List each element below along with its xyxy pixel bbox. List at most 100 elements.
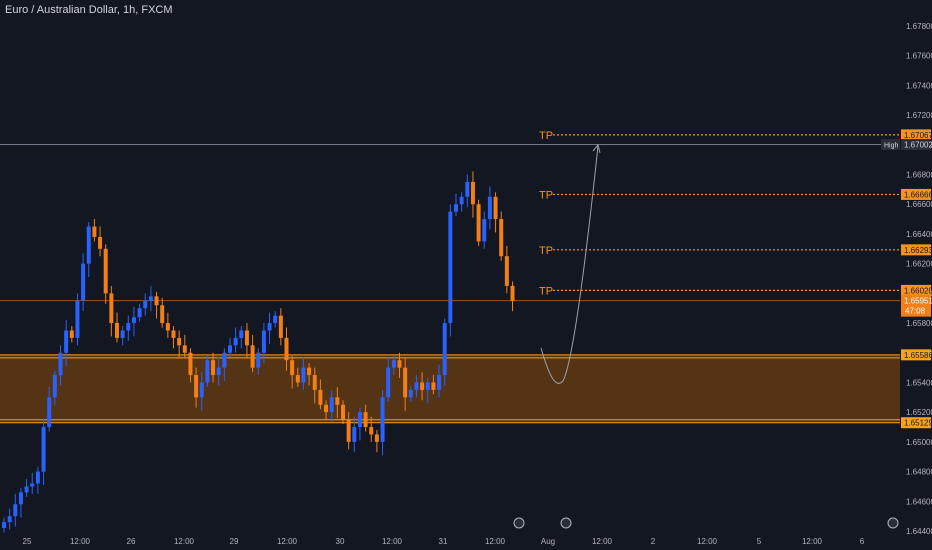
tp3-price-tag-bg <box>901 244 931 256</box>
candle-body <box>425 382 430 390</box>
candle-body <box>41 427 46 472</box>
x-tick-label: 12:00 <box>697 537 718 546</box>
candle-body <box>267 323 272 331</box>
candle-body <box>454 204 458 212</box>
candle-body <box>69 330 74 338</box>
candle-body <box>318 389 323 405</box>
candle-body <box>465 181 470 197</box>
candle-body <box>115 323 119 338</box>
zone-top-price-tag-bg <box>901 349 931 361</box>
zone-top-price-tag: 1.65586 <box>904 351 932 360</box>
zone-bottom-price-tag: 1.65129 <box>904 419 932 428</box>
candle-body <box>171 330 176 338</box>
candle-body <box>250 345 255 368</box>
candle-body <box>295 375 300 383</box>
candle-body <box>92 226 97 237</box>
candle-body <box>504 256 509 286</box>
candle-body <box>52 375 57 398</box>
candle-body <box>143 300 148 309</box>
y-tick-label: 1.65400 <box>906 378 932 387</box>
candle-body <box>374 434 379 442</box>
candle-body <box>222 352 227 368</box>
candle-body <box>160 305 165 324</box>
candle-body <box>301 367 306 383</box>
candle-body <box>437 375 442 390</box>
event-icon <box>887 517 899 529</box>
high-tag-label: High <box>884 143 899 150</box>
y-tick-label: 1.65200 <box>906 408 932 417</box>
candle-body <box>137 308 142 318</box>
candle-body <box>2 522 6 529</box>
high-price-tag: 1.67002 <box>904 141 932 150</box>
candle-body <box>408 389 413 398</box>
candle-body <box>290 360 295 376</box>
x-tick-label: 30 <box>336 537 345 546</box>
candle-body <box>284 337 289 361</box>
x-tick-label: 12:00 <box>485 537 506 546</box>
tp3-price-tag: 1.66293 <box>904 246 932 255</box>
candle-body <box>346 419 351 442</box>
y-tick-label: 1.66600 <box>906 200 932 209</box>
tp-label: TP <box>539 130 553 142</box>
candle-body <box>126 323 131 331</box>
candle-body <box>273 315 278 324</box>
y-tick-label: 1.65800 <box>906 319 932 328</box>
tp1-price-tag-bg <box>901 129 931 141</box>
y-tick-label: 1.64400 <box>906 527 932 536</box>
countdown-label: 47:08 <box>905 307 926 316</box>
candle-body <box>391 360 396 368</box>
x-tick-label: 12:00 <box>174 537 195 546</box>
high-price-tag-bg <box>901 139 931 151</box>
candle-body <box>154 296 159 306</box>
candle-body <box>261 330 266 353</box>
candle-body <box>493 196 498 220</box>
candle-body <box>448 211 453 324</box>
tp2-price-tag: 1.66666 <box>904 190 932 199</box>
candle-body <box>211 360 216 376</box>
candle-body <box>58 352 63 376</box>
candle-body <box>131 317 136 324</box>
x-tick-label: 26 <box>127 537 136 546</box>
x-tick-label: 12:00 <box>592 537 613 546</box>
tp-label: TP <box>539 245 553 257</box>
candle-body <box>24 486 29 493</box>
candle-body <box>470 181 475 205</box>
candle-body <box>188 352 193 376</box>
candle-body <box>177 337 182 346</box>
y-tick-label: 1.64800 <box>906 468 932 477</box>
candle-body <box>487 196 492 220</box>
candle-body <box>357 412 362 428</box>
x-tick-label: 2 <box>651 537 656 546</box>
x-tick-label: 31 <box>439 537 448 546</box>
candle-body <box>307 367 312 376</box>
candle-body <box>442 323 447 376</box>
candle-body <box>228 345 232 353</box>
candle-body <box>476 204 481 242</box>
candle-body <box>380 397 385 442</box>
current-price-tag-bg <box>901 294 931 317</box>
candle-body <box>244 330 249 346</box>
y-tick-label: 1.66400 <box>906 230 932 239</box>
high-tag-bg <box>881 139 900 151</box>
candle-body <box>103 248 108 294</box>
projection-arrow-head <box>592 143 601 154</box>
chart-title: Euro / Australian Dollar, 1h, FXCM <box>5 4 173 16</box>
candle-body <box>199 382 204 398</box>
tp4-price-tag-bg <box>901 284 931 296</box>
candle-body <box>329 397 334 413</box>
y-tick-label: 1.65000 <box>906 438 932 447</box>
zone-bottom-price-tag-bg <box>901 417 931 429</box>
candle-body <box>18 492 23 505</box>
x-tick-label: 29 <box>230 537 239 546</box>
candle-body <box>13 504 18 517</box>
tp1-price-tag: 1.67067 <box>904 131 932 140</box>
y-tick-label: 1.66800 <box>906 171 932 180</box>
candle-body <box>482 219 487 242</box>
candle-body <box>278 315 283 338</box>
candle-body <box>431 382 436 390</box>
candle-body <box>335 397 340 405</box>
candle-body <box>148 296 153 301</box>
candle-body <box>363 412 368 428</box>
x-tick-label: 25 <box>23 537 32 546</box>
